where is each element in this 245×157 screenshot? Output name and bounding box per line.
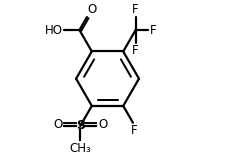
Text: O: O xyxy=(98,118,107,131)
Text: F: F xyxy=(132,3,139,16)
Text: F: F xyxy=(130,124,137,137)
Text: S: S xyxy=(76,119,85,133)
Text: F: F xyxy=(132,44,139,57)
Text: O: O xyxy=(53,118,62,131)
Text: CH₃: CH₃ xyxy=(69,142,91,155)
Text: O: O xyxy=(88,3,97,16)
Text: HO: HO xyxy=(45,24,63,37)
Text: F: F xyxy=(149,24,156,37)
